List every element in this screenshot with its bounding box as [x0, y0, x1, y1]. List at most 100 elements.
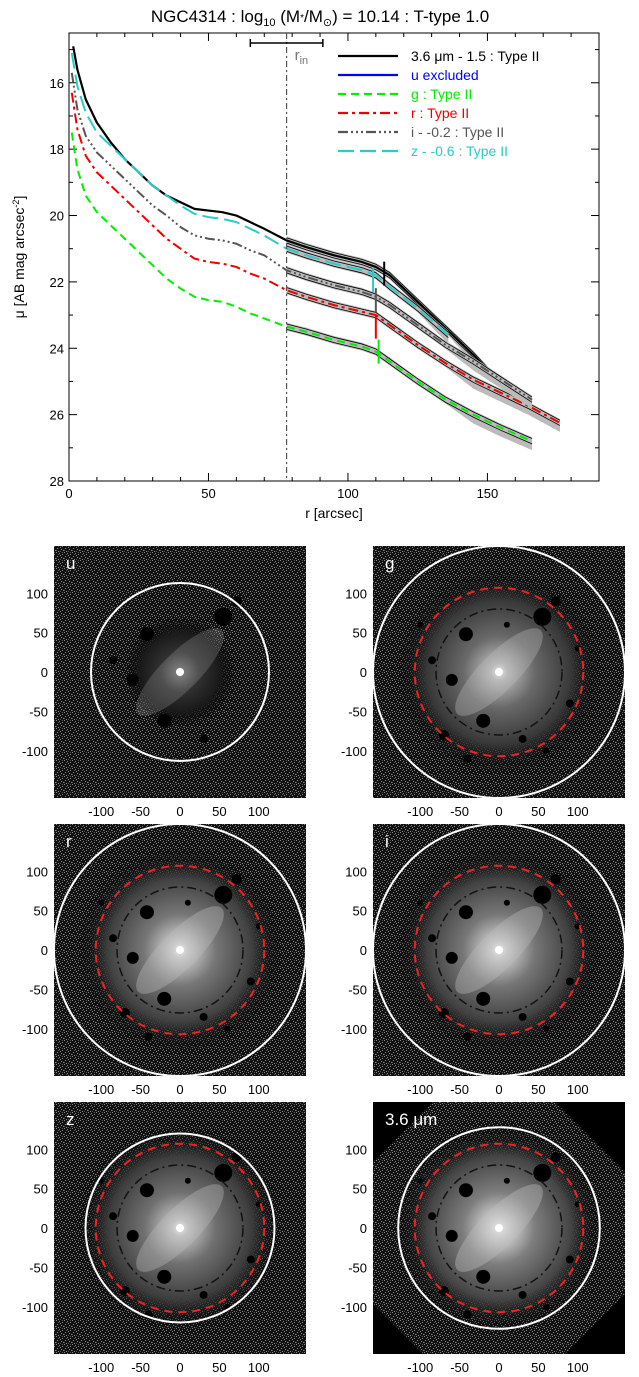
masked-source: [533, 607, 552, 626]
panel-x-tick-label: 50: [531, 1360, 545, 1375]
masked-source: [428, 1212, 437, 1221]
masked-source: [126, 1229, 139, 1242]
legend-label: z - -0.6 : Type II: [411, 143, 508, 159]
break-radius-ring: [413, 1142, 585, 1314]
masked-source: [476, 991, 491, 1006]
break-radius-ring: [413, 864, 585, 1036]
legend-label: 3.6 μm - 1.5 : Type II: [411, 48, 539, 64]
image-panels: u -100 -50 0 50 100 100 50 0 -50 -100 g -100 -50 0 50 10…: [22, 546, 625, 1375]
panel-band-label: 3.6 μm: [385, 1110, 437, 1129]
outer-radius-ring: [397, 1126, 601, 1330]
masked-source: [157, 713, 172, 728]
image-content: [373, 546, 625, 798]
panel-band-label: u: [66, 554, 75, 573]
panel-y-tick-label: 50: [353, 1182, 367, 1197]
panel-y-tick-label: -100: [341, 1300, 367, 1315]
masked-source: [458, 627, 473, 642]
masked-source: [543, 747, 550, 754]
masked-source: [503, 899, 510, 906]
y-tick-label: 26: [50, 408, 64, 423]
panel-y-tick-label: -50: [348, 1260, 367, 1275]
panel-y-tick-label: 100: [345, 864, 367, 879]
panel-y-tick-label: 0: [41, 665, 48, 680]
r-in-label: rin: [295, 47, 309, 67]
masked-source: [533, 885, 552, 904]
inner-radius-ring: [435, 886, 563, 1014]
break-radius-ring: [94, 864, 266, 1036]
masked-source: [550, 1152, 561, 1163]
masked-source: [126, 673, 139, 686]
masked-source: [550, 596, 561, 607]
masked-source: [231, 874, 242, 885]
model-band: [286, 266, 533, 409]
model-band: [286, 244, 449, 344]
panel-x-tick-label: 0: [495, 1360, 502, 1375]
masked-source: [518, 1290, 527, 1299]
outer-radius-ring: [90, 582, 270, 762]
legend-label: u excluded: [411, 67, 479, 83]
series-group: [70, 46, 561, 451]
legend-label: g : Type II: [411, 86, 472, 102]
model-band: [286, 286, 560, 432]
image-content: [54, 824, 306, 1076]
panel-y-tick-label: 0: [41, 1221, 48, 1236]
panel-x-tick-label: -100: [407, 804, 433, 819]
panel-y-tick-label: -100: [341, 744, 367, 759]
legend-label: r : Type II: [411, 105, 469, 121]
masked-source: [518, 1012, 527, 1021]
masked-source: [246, 977, 255, 986]
masked-source: [574, 645, 581, 652]
masked-source: [458, 1183, 473, 1198]
x-tick-label: 150: [477, 486, 499, 501]
panel-y-tick-label: -50: [348, 704, 367, 719]
panel-x-tick-label: -100: [88, 1360, 114, 1375]
galaxy-core: [495, 668, 503, 676]
masked-source: [445, 951, 458, 964]
image-content: [373, 824, 625, 1076]
plot-frame: [68, 32, 600, 482]
masked-source: [199, 1290, 208, 1299]
panel-x-tick-label: 100: [567, 804, 589, 819]
panel-y-tick-label: 50: [353, 904, 367, 919]
y-tick-label: 16: [50, 76, 64, 91]
masked-source: [214, 885, 233, 904]
mask-corner: [565, 1294, 625, 1354]
masked-source: [109, 934, 118, 943]
panel-x-tick-label: 0: [495, 1082, 502, 1097]
panel-x-tick-label: -50: [131, 1082, 150, 1097]
masked-source: [214, 607, 233, 626]
x-tick-label: 0: [65, 486, 72, 501]
galaxy-core: [495, 946, 503, 954]
axis-ticks: 0 50 100 150 16 18 20 22 24 26 28: [50, 33, 599, 501]
series-line: [70, 92, 561, 424]
masked-source: [543, 1303, 550, 1310]
series-line: [70, 52, 450, 336]
image-content: [54, 1102, 306, 1354]
panel-x-tick-label: -50: [450, 1082, 469, 1097]
panel-x-tick-label: 0: [176, 1082, 183, 1097]
legend-label: i - -0.2 : Type II: [411, 124, 504, 140]
masked-source: [565, 699, 574, 708]
model-fit-line: [286, 328, 533, 445]
panel-x-tick-label: 50: [212, 1360, 226, 1375]
chart-title: NGC4314 : log10 (M*/M⊙) = 10.14 : T-type…: [151, 7, 489, 29]
panel-x-tick-label: -100: [407, 1082, 433, 1097]
panel-y-tick-label: 0: [41, 943, 48, 958]
masked-source: [417, 621, 424, 628]
masked-source: [184, 1177, 191, 1184]
panel-y-tick-label: 0: [360, 1221, 367, 1236]
masked-source: [139, 905, 154, 920]
panel-x-tick-label: -100: [407, 1360, 433, 1375]
image-panel: g -100 -50 0 50 100 100 50 0 -50 -100: [341, 546, 625, 819]
mask-corner: [373, 1304, 423, 1354]
panel-y-tick-label: 100: [26, 586, 48, 601]
panel-y-tick-label: 100: [26, 1142, 48, 1157]
panel-y-tick-label: 100: [345, 1142, 367, 1157]
masked-source: [109, 656, 118, 665]
panel-x-tick-label: -50: [450, 1360, 469, 1375]
panel-band-label: r: [66, 832, 72, 851]
x-tick-label: 50: [201, 486, 215, 501]
panel-x-tick-label: 50: [531, 1082, 545, 1097]
panel-x-tick-label: -50: [450, 804, 469, 819]
panel-x-tick-label: 0: [495, 804, 502, 819]
